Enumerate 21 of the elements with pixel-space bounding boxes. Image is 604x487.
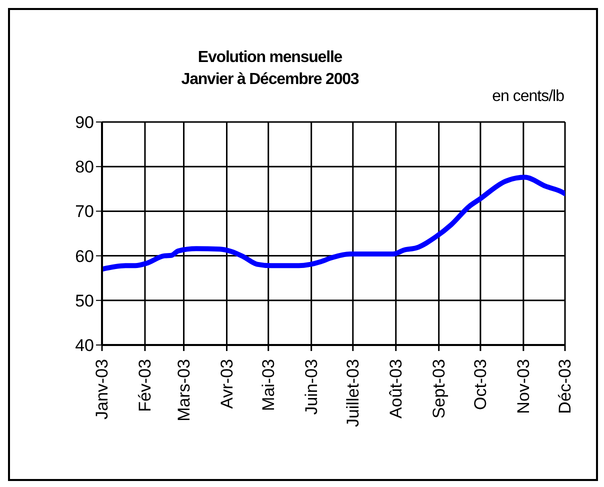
chart-subtitle: Janvier à Décembre 2003 (181, 71, 359, 88)
y-tick-label: 80 (75, 158, 94, 177)
x-tick-label: Juillet-03 (343, 359, 362, 428)
x-tick-label: Janv-03 (92, 359, 112, 420)
x-tick-label: Avr-03 (217, 359, 236, 409)
x-tick-label: Mai-03 (258, 359, 278, 411)
y-tick-label: 70 (75, 202, 94, 222)
x-tick-label: Mars-03 (174, 359, 194, 422)
y-tick-label: 40 (75, 336, 94, 356)
x-tick-label: Sept-03 (429, 359, 448, 419)
x-tick-label: Juin-03 (302, 359, 321, 415)
x-tick-label: Oct-03 (470, 359, 490, 410)
x-tick-label: Août-03 (386, 359, 406, 419)
y-tick-label: 50 (75, 291, 94, 310)
y-tick-label: 60 (75, 246, 94, 266)
y-axis-title: en cents/lb (492, 88, 564, 106)
x-tick-label: Nov-03 (514, 359, 533, 414)
chart-title: Evolution mensuelle (196, 48, 344, 68)
x-tick-label: Déc-03 (556, 359, 574, 414)
y-tick-label: 90 (75, 113, 94, 132)
x-tick-label: Fév-03 (135, 359, 154, 412)
